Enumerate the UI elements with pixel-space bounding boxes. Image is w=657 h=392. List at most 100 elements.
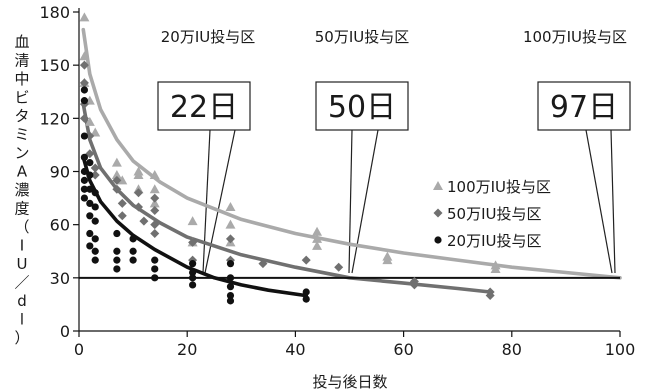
data-point-series-2 <box>188 237 198 247</box>
y-axis-title-char: ／ <box>14 274 29 292</box>
y-tick-label: 0 <box>60 322 70 341</box>
y-tick-label: 150 <box>39 56 70 75</box>
data-point-series-3 <box>113 229 121 238</box>
data-point-series-3 <box>91 217 99 225</box>
y-axis-title-char: タ <box>14 107 29 125</box>
data-point-series-2 <box>150 229 160 239</box>
data-point-series-3 <box>113 256 121 264</box>
data-point-series-3 <box>80 153 89 161</box>
data-points <box>79 12 501 305</box>
data-point-series-2 <box>150 220 160 230</box>
y-axis-title-char: A <box>17 163 28 181</box>
y-tick-label: 180 <box>39 3 70 22</box>
data-point-series-2 <box>334 262 344 272</box>
data-point-series-2 <box>409 280 419 290</box>
x-tick-label: 100 <box>605 340 636 359</box>
data-point-series-3 <box>113 247 121 255</box>
data-point-series-2 <box>117 211 127 221</box>
data-point-series-2 <box>90 163 100 173</box>
y-axis-title-char: 血 <box>14 33 29 51</box>
data-point-series-3 <box>226 291 235 300</box>
y-axis-title-char: ミ <box>14 126 29 144</box>
data-point-series-3 <box>80 194 89 202</box>
y-axis-title-char: ビ <box>14 89 29 107</box>
data-point-series-3 <box>189 260 197 268</box>
fit-curve-2 <box>81 102 492 294</box>
data-point-series-2 <box>79 113 89 123</box>
y-axis-title-char: 中 <box>14 70 29 88</box>
data-point-series-3 <box>189 281 197 289</box>
top-label-3: 100万IU投与区 <box>523 28 627 46</box>
data-point-series-2 <box>117 198 127 208</box>
data-point-series-1 <box>133 170 144 180</box>
data-point-series-1 <box>312 226 323 236</box>
data-point-series-2 <box>112 184 122 194</box>
data-point-series-1 <box>111 170 122 180</box>
y-tick-label: 90 <box>50 163 70 182</box>
data-point-series-3 <box>226 283 235 291</box>
legend-marker-1 <box>433 181 443 190</box>
data-point-series-3 <box>189 274 197 282</box>
data-point-series-3 <box>91 235 99 243</box>
callout-label-2: 50日 <box>328 90 396 125</box>
data-point-series-3 <box>86 212 94 220</box>
data-point-series-3 <box>91 203 99 211</box>
axes: 0 30 60 90 120 150 180 0 20 40 60 80 100 <box>39 3 635 359</box>
data-point-series-3 <box>80 176 89 184</box>
data-point-series-2 <box>225 234 235 244</box>
data-point-series-1 <box>225 201 236 211</box>
legend-label-2: 50万IU投与区 <box>447 205 542 223</box>
data-point-series-1 <box>79 12 90 22</box>
data-point-series-2 <box>150 193 160 203</box>
data-point-series-1 <box>149 184 160 194</box>
data-point-series-3 <box>91 256 99 264</box>
data-point-series-3 <box>189 268 197 277</box>
data-point-series-2 <box>134 202 144 212</box>
data-point-series-3 <box>226 297 235 305</box>
data-point-series-3 <box>80 97 89 105</box>
y-axis-title-char: ン <box>14 144 29 162</box>
x-tick-label: 80 <box>502 340 522 359</box>
y-tick-label: 30 <box>50 269 70 288</box>
data-point-series-1 <box>187 216 198 226</box>
y-axis-title-char: I <box>20 237 24 255</box>
y-axis-title-char: 濃 <box>14 181 29 199</box>
data-point-series-1 <box>84 116 95 126</box>
data-point-series-1 <box>312 233 323 243</box>
data-point-series-3 <box>86 229 94 238</box>
data-point-series-2 <box>85 131 95 141</box>
x-axis-title: 投与後日数 <box>312 373 387 391</box>
data-point-series-3 <box>86 199 94 207</box>
data-point-series-3 <box>129 235 137 243</box>
data-point-series-3 <box>129 256 137 264</box>
x-tick-label: 60 <box>393 340 413 359</box>
data-point-series-3 <box>151 265 159 273</box>
legend-marker-3 <box>434 236 442 244</box>
legend-marker-2 <box>433 208 443 218</box>
data-point-series-3 <box>80 132 89 140</box>
y-axis-title-char: 清 <box>14 52 29 70</box>
y-axis-title-char: （ <box>14 218 29 236</box>
data-point-series-3 <box>86 171 94 179</box>
data-point-series-3 <box>86 159 94 167</box>
legend-markers <box>433 181 443 244</box>
data-point-series-3 <box>302 295 310 303</box>
data-point-series-1 <box>149 198 160 208</box>
y-axis-title-char: 度 <box>14 200 29 218</box>
data-point-series-3 <box>151 274 159 282</box>
data-point-series-3 <box>86 242 94 250</box>
x-tick-label: 0 <box>74 340 84 359</box>
data-point-series-3 <box>226 260 235 268</box>
data-point-series-2 <box>90 170 100 180</box>
data-point-series-1 <box>382 255 393 265</box>
data-point-series-2 <box>112 175 122 185</box>
legend-label-3: 20万IU投与区 <box>447 232 542 250</box>
y-axis-title-char: ） <box>14 329 29 347</box>
data-point-series-2 <box>258 259 268 269</box>
callout-label-1: 22日 <box>170 90 238 125</box>
x-tick-label: 40 <box>285 340 305 359</box>
data-point-series-3 <box>91 247 99 255</box>
data-point-series-2 <box>485 291 495 301</box>
data-point-series-3 <box>151 256 159 264</box>
x-tick-label: 20 <box>177 340 197 359</box>
